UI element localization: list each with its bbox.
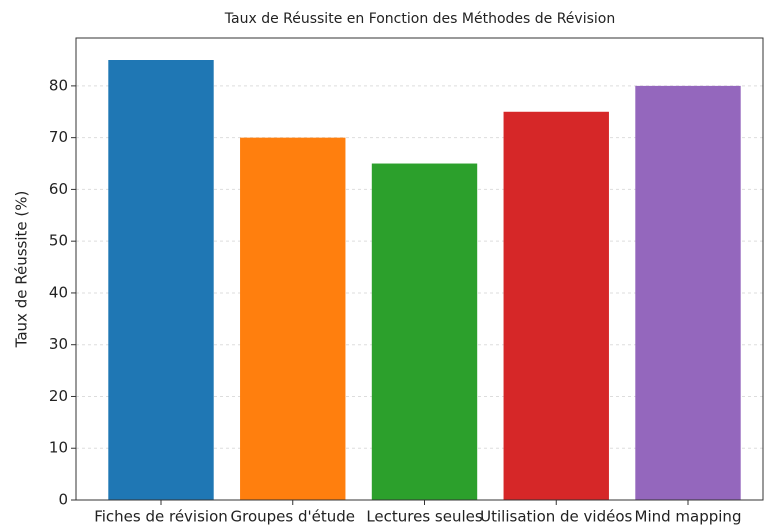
x-tick-label: Groupes d'étude (231, 508, 356, 525)
bar (108, 60, 214, 500)
y-tick-label: 50 (49, 232, 68, 250)
bar (503, 111, 609, 500)
x-tick-label: Fiches de révision (94, 508, 228, 525)
x-tick-label: Mind mapping (635, 508, 742, 525)
y-tick-label: 40 (49, 283, 68, 301)
y-tick-label: 20 (49, 387, 68, 405)
y-tick-label: 80 (49, 76, 68, 94)
x-tick-label: Lectures seules (366, 508, 483, 525)
bar (371, 163, 478, 500)
bar (240, 137, 346, 500)
bar (635, 85, 741, 500)
y-tick-label: 0 (58, 491, 68, 509)
y-tick-label: 30 (49, 335, 68, 353)
y-axis-label: Taux de Réussite (%) (13, 191, 31, 349)
y-tick-label: 60 (49, 180, 68, 198)
chart-title: Taux de Réussite en Fonction des Méthode… (224, 11, 615, 27)
x-tick-label: Utilisation de vidéos (480, 508, 632, 525)
y-tick-label: 10 (49, 439, 68, 457)
axes-frame (75, 37, 764, 501)
y-tick-label: 70 (49, 128, 68, 146)
